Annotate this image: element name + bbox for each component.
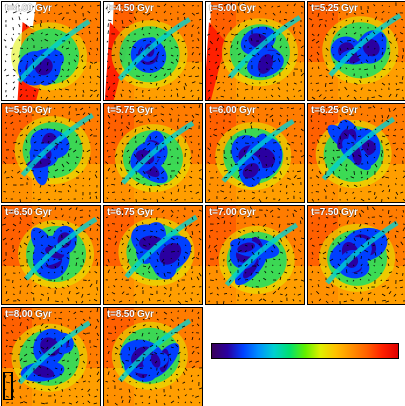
density-map: [104, 206, 202, 304]
density-map: [2, 2, 100, 100]
snapshot-panel: t=8.50 Gyr: [104, 308, 202, 406]
snapshot-panel: t=5.00 Gyr: [206, 2, 304, 100]
time-label: t=7.00 Gyr: [209, 207, 256, 218]
density-map: [2, 104, 100, 202]
snapshot-panel: t=4.50 Gyr: [104, 2, 202, 100]
snapshot-panel: t=6.75 Gyr: [104, 206, 202, 304]
snapshot-panel: t=6.25 Gyr: [308, 104, 405, 202]
snapshot-panel: t=5.50 Gyr: [2, 104, 100, 202]
time-label: t=6.25 Gyr: [311, 105, 358, 116]
density-map: [104, 2, 202, 100]
snapshot-panel: t=7.50 Gyr: [308, 206, 405, 304]
snapshot-panel: t=6.00 Gyr: [206, 104, 304, 202]
scale-bar: [3, 372, 13, 400]
density-map: [308, 206, 405, 304]
time-label: t=6.75 Gyr: [107, 207, 154, 218]
time-label: t=7.50 Gyr: [311, 207, 358, 218]
time-label: t=8.00 Gyr: [5, 309, 52, 320]
time-label: t=8.50 Gyr: [107, 309, 154, 320]
time-label: t=4.00 Gyr: [5, 3, 52, 14]
time-label: t=5.50 Gyr: [5, 105, 52, 116]
density-map: [104, 104, 202, 202]
snapshot-panel: t=7.00 Gyr: [206, 206, 304, 304]
time-label: t=4.50 Gyr: [107, 3, 154, 14]
snapshot-panel: t=5.25 Gyr: [308, 2, 405, 100]
density-map: [2, 206, 100, 304]
time-label: t=5.25 Gyr: [311, 3, 358, 14]
time-label: t=6.50 Gyr: [5, 207, 52, 218]
density-map: [206, 206, 304, 304]
time-label: t=5.00 Gyr: [209, 3, 256, 14]
colorbar: [211, 343, 399, 359]
density-map: [104, 308, 202, 406]
snapshot-panel: t=8.00 Gyr: [2, 308, 100, 406]
snapshot-panel: t=4.00 Gyr: [2, 2, 100, 100]
density-map: [206, 2, 304, 100]
time-label: t=5.75 Gyr: [107, 105, 154, 116]
time-label: t=6.00 Gyr: [209, 105, 256, 116]
density-map: [308, 2, 405, 100]
density-map: [308, 104, 405, 202]
density-map: [2, 308, 100, 406]
snapshot-panel: t=5.75 Gyr: [104, 104, 202, 202]
snapshot-panel: t=6.50 Gyr: [2, 206, 100, 304]
density-map: [206, 104, 304, 202]
